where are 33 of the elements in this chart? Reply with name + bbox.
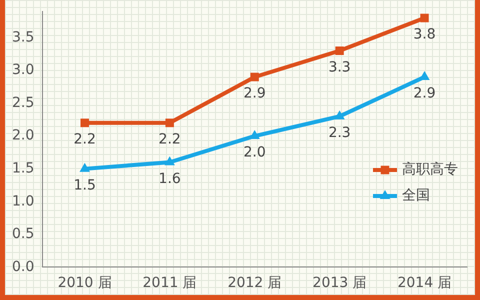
data-label: 2.9: [413, 86, 436, 102]
data-label: 1.6: [158, 170, 181, 187]
y-tick-label: 2.5: [12, 94, 34, 111]
y-tick-label: 3.5: [12, 29, 34, 46]
x-tick-label: 2011 届: [142, 275, 197, 292]
y-tick-label: 3.0: [12, 62, 34, 78]
data-label: 3.8: [413, 26, 436, 43]
data-label: 2.2: [74, 132, 96, 148]
point: [164, 156, 175, 166]
y-tick-label: 0.5: [12, 226, 34, 242]
data-label: 2.0: [244, 144, 266, 161]
x-tick-label: 2010 届: [58, 275, 112, 292]
point: [165, 118, 174, 128]
y-tick-label: 1.0: [12, 193, 34, 210]
legend-label: 全国: [402, 188, 430, 204]
point: [334, 110, 345, 120]
data-label: 1.5: [74, 177, 96, 194]
y-tick-label: 1.5: [12, 160, 34, 176]
point: [335, 46, 344, 55]
point: [80, 162, 90, 172]
point: [80, 118, 89, 128]
x-tick-label: 2012 届: [228, 275, 282, 292]
data-label: 2.9: [244, 86, 266, 102]
data-label: 3.3: [328, 59, 351, 76]
y-tick-label: 0.0: [12, 258, 34, 275]
point: [250, 72, 259, 82]
legend-label: 高职高专: [402, 162, 458, 178]
x-tick-label: 2014 届: [397, 275, 452, 292]
data-label: 2.3: [328, 124, 351, 141]
data-label: 2.2: [158, 132, 181, 148]
x-tick-label: 2013 届: [312, 275, 367, 292]
y-tick-label: 2.0: [12, 128, 34, 144]
point: [420, 14, 429, 22]
